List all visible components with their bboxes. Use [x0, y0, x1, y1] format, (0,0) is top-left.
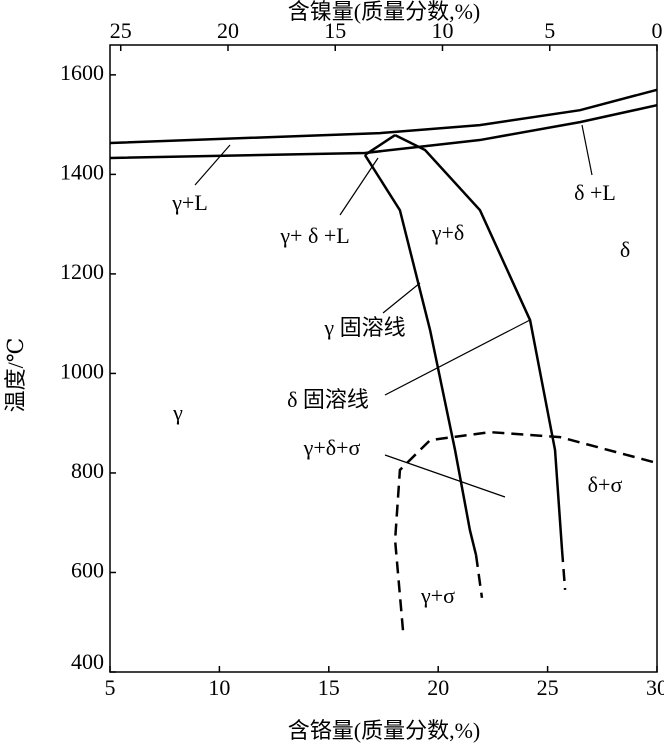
phase-line	[109, 88, 658, 145]
leader-line	[194, 144, 231, 186]
leader-line	[384, 319, 531, 396]
dashed-phase-line	[474, 554, 484, 599]
region-label: δ+σ	[588, 472, 623, 497]
y-tick-label: 800	[71, 458, 104, 483]
region-label: γ 固溶线	[323, 315, 405, 340]
region-label: γ+L	[171, 190, 208, 215]
x2-tick-label: 10	[431, 18, 453, 43]
region-label: γ+ δ +L	[279, 223, 349, 248]
plot-frame	[109, 44, 658, 673]
x2-tick-label: 0	[652, 18, 663, 43]
leader-line	[384, 454, 506, 498]
region-label: γ	[172, 400, 183, 425]
region-label: γ+σ	[420, 583, 455, 608]
region-label: δ +L	[574, 180, 616, 205]
x-tick-label: 30	[646, 675, 664, 700]
x2-tick-label: 20	[217, 18, 239, 43]
x-axis-label: 含铬量(质量分数,%)	[288, 718, 480, 743]
region-label: γ+δ+σ	[303, 435, 361, 460]
x-tick-label: 20	[427, 675, 449, 700]
phase-line	[364, 134, 396, 157]
y-tick-label: 400	[71, 649, 104, 674]
leader-line	[382, 282, 421, 314]
y-axis-label: 温度/℃	[3, 338, 28, 413]
x2-tick-label: 25	[110, 18, 132, 43]
x-tick-label: 10	[208, 675, 230, 700]
x-tick-label: 5	[105, 675, 116, 700]
y-tick-label: 1600	[60, 60, 104, 85]
region-label: γ+δ	[431, 220, 465, 245]
region-label: δ 固溶线	[287, 387, 369, 412]
leader-line	[339, 157, 379, 216]
x-tick-label: 25	[537, 675, 559, 700]
y-tick-label: 1000	[60, 358, 104, 383]
x2-axis-label: 含镍量(质量分数,%)	[288, 0, 480, 24]
dashed-phase-line	[393, 430, 658, 631]
leader-line	[581, 124, 593, 176]
region-label: δ	[620, 237, 630, 262]
y-tick-label: 600	[71, 558, 104, 583]
y-tick-label: 1200	[60, 259, 104, 284]
phase-line	[109, 103, 658, 160]
phase-line	[363, 154, 478, 556]
x2-tick-label: 5	[544, 18, 555, 43]
phase-line	[394, 133, 564, 551]
x-tick-label: 15	[318, 675, 340, 700]
x2-tick-label: 15	[324, 18, 346, 43]
y-tick-label: 1400	[60, 159, 104, 184]
dashed-phase-line	[560, 549, 567, 590]
